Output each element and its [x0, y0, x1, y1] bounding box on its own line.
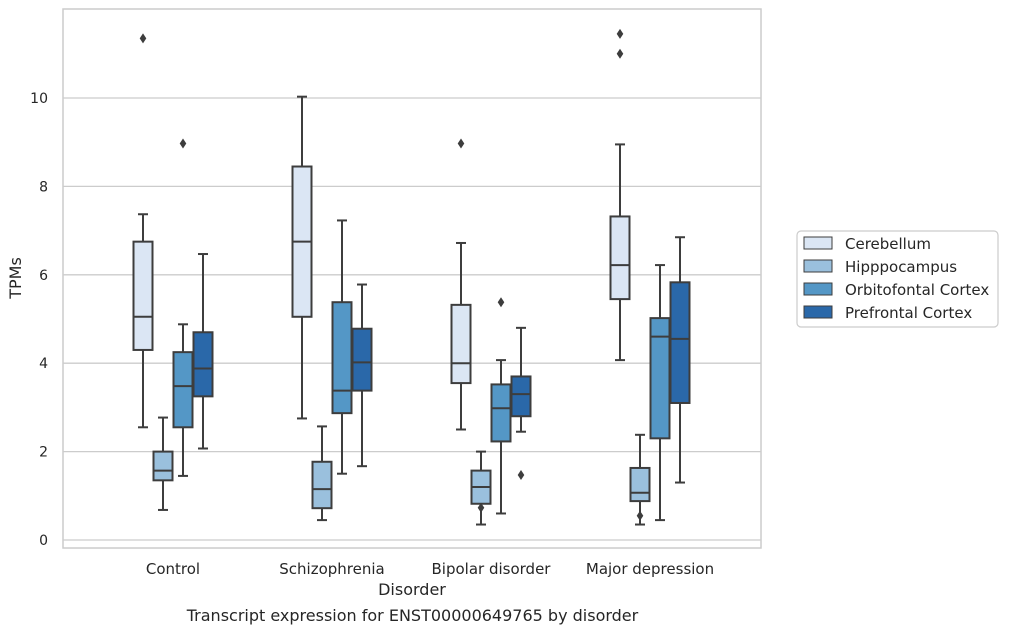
y-tick-label: 4 [39, 356, 48, 372]
box-iqr [152, 450, 174, 482]
x-axis-label: Disorder [378, 580, 446, 599]
box-group [291, 95, 313, 420]
y-tick-label: 0 [39, 533, 48, 549]
box-group [629, 433, 651, 526]
box-group [450, 138, 472, 431]
x-tick-label: Major depression [586, 560, 714, 578]
box-group [331, 219, 353, 475]
y-axis-label: TPMs [6, 257, 25, 300]
box-iqr [490, 383, 512, 443]
outlier-point [517, 470, 525, 481]
y-tick-labels: 0 2 4 6 8 10 [30, 91, 48, 549]
box-iqr [311, 460, 333, 510]
box-iqr [132, 240, 154, 351]
y-tick-label: 10 [30, 91, 48, 107]
legend-label: Hipppocampus [845, 258, 957, 276]
boxes-layer [132, 28, 691, 526]
outlier-point [616, 48, 624, 59]
box-iqr [450, 303, 472, 385]
box-group [669, 236, 691, 484]
box-group [609, 28, 631, 362]
x-tick-label: Control [146, 560, 200, 578]
box-group [490, 297, 512, 515]
box-iqr [609, 215, 631, 301]
y-tick-label: 2 [39, 445, 48, 461]
box-iqr [510, 375, 532, 418]
plot-area-frame [62, 8, 762, 549]
box-group [132, 33, 154, 429]
box-group [172, 138, 194, 477]
box-group [351, 283, 373, 468]
box-group [510, 326, 532, 481]
legend-swatch [803, 282, 833, 296]
y-tick-label: 8 [39, 179, 48, 195]
figure-caption: Transcript expression for ENST0000064976… [186, 606, 639, 625]
outlier-point [497, 297, 505, 308]
outlier-point [616, 28, 624, 39]
legend-swatch [803, 305, 833, 319]
box-iqr [192, 331, 214, 398]
box-group [152, 416, 174, 511]
box-group [311, 425, 333, 522]
y-tick-label: 6 [39, 268, 48, 284]
legend-label: Orbitofontal Cortex [845, 281, 989, 299]
outlier-point [636, 510, 644, 521]
box-iqr [351, 327, 373, 392]
legend-label: Prefrontal Cortex [845, 304, 972, 322]
box-group [192, 253, 214, 450]
outlier-point [477, 502, 485, 513]
box-iqr [669, 281, 691, 404]
box-iqr [172, 351, 194, 429]
legend-frame [796, 230, 999, 328]
x-tick-labels: Control Schizophrenia Bipolar disorder Majo… [146, 560, 714, 578]
x-tick-label: Bipolar disorder [432, 560, 552, 578]
outlier-point [457, 138, 465, 149]
legend-swatch [803, 236, 833, 250]
legend: Cerebellum Hipppocampus Orbitofontal Corte… [796, 230, 999, 328]
outlier-point [139, 33, 147, 44]
legend-swatch [803, 259, 833, 273]
box-iqr [331, 301, 353, 415]
box-group [470, 450, 492, 526]
legend-label: Cerebellum [845, 235, 931, 253]
box-iqr [629, 466, 651, 503]
outlier-point [179, 138, 187, 149]
x-tick-label: Schizophrenia [279, 560, 384, 578]
box-group [649, 264, 671, 522]
